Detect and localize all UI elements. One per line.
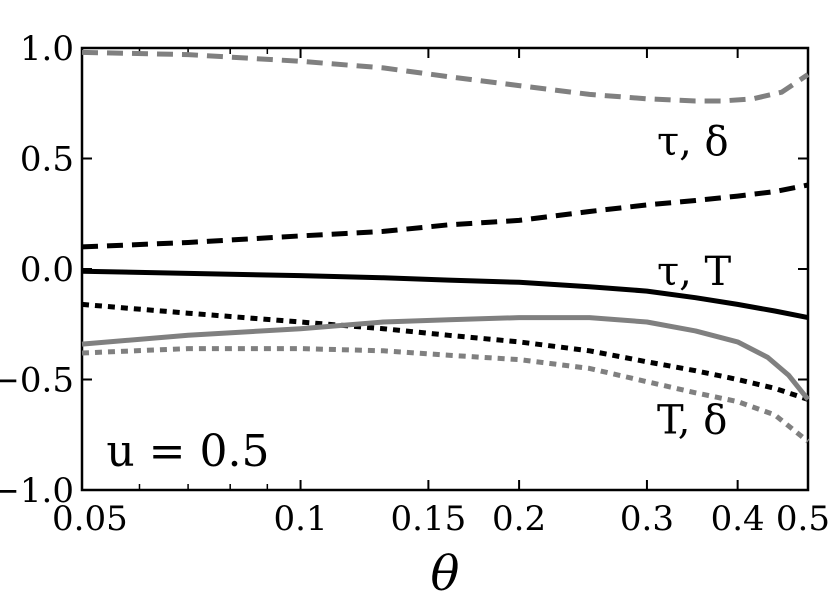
series-line-3 (81, 268, 809, 321)
y-tick-label: −0.5 (0, 361, 74, 401)
series-line-6 (81, 346, 810, 444)
x-tick-label: 0.3 (620, 499, 674, 539)
x-tick-label: 0.2 (492, 499, 546, 539)
y-axis-ticks: 1.0 0.5 0.0 −0.5 −1.0 (0, 29, 808, 511)
x-tick-label: 0.1 (274, 499, 328, 539)
y-tick-label: 1.0 (20, 29, 74, 69)
series-line-2 (81, 182, 809, 250)
y-tick-label: −1.0 (0, 471, 74, 511)
y-tick-label: 0.0 (20, 250, 74, 290)
series-layer (81, 49, 810, 444)
series-line-4 (81, 301, 809, 402)
x-axis-ticks: 0.05 0.1 0.15 0.2 0.3 0.4 0.5 (52, 48, 830, 539)
parameter-label: u = 0.5 (106, 426, 269, 477)
x-tick-label: 0.15 (391, 499, 467, 539)
curve-annotation: τ, T (657, 249, 732, 295)
curve-annotation: T, δ (657, 397, 727, 443)
series-line-1 (81, 49, 810, 104)
series-line-5 (81, 315, 810, 401)
annotation-layer: τ, δ τ, T T, δ u = 0.5 (106, 119, 731, 477)
x-axis-title: θ (431, 546, 460, 602)
x-tick-label: 0.4 (711, 499, 765, 539)
curve-annotation: τ, δ (657, 119, 729, 165)
y-tick-label: 0.5 (20, 140, 74, 180)
x-tick-label: 0.05 (52, 499, 128, 539)
x-tick-label: 0.5 (776, 499, 830, 539)
